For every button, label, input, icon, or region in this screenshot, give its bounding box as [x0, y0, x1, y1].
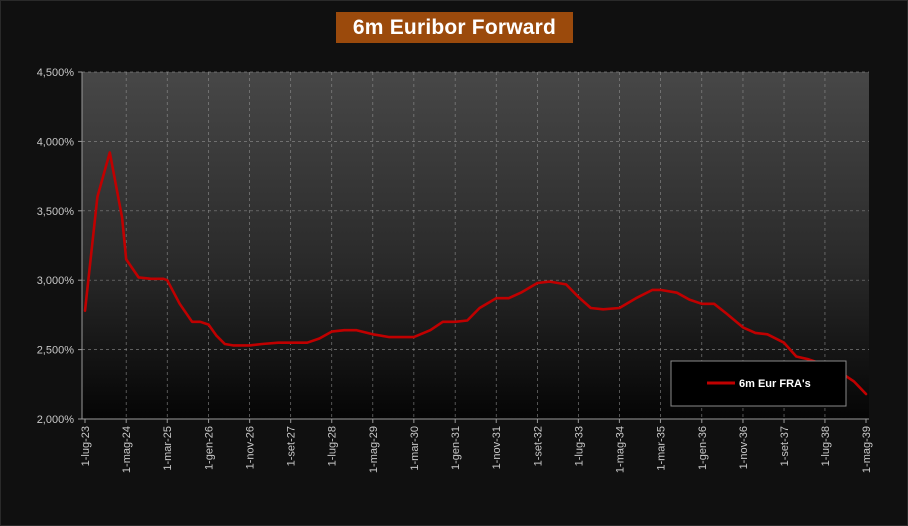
x-tick-label: 1-mag-34	[614, 426, 626, 473]
x-tick-label: 1-lug-23	[80, 426, 92, 466]
chart-title: 6m Euribor Forward	[336, 12, 573, 43]
y-gridlines	[82, 71, 869, 350]
x-tick-label: 1-set-27	[286, 426, 298, 466]
x-tick-label: 1-gen-31	[450, 426, 462, 470]
x-tick-label: 1-mag-24	[121, 426, 133, 473]
legend-label: 6m Eur FRA's	[739, 378, 811, 390]
x-tick-label: 1-nov-36	[738, 426, 750, 469]
x-tick-label: 1-lug-38	[820, 426, 832, 466]
series-layer	[83, 151, 868, 396]
x-tick-label: 1-lug-28	[327, 426, 339, 466]
legend: 6m Eur FRA's	[670, 360, 847, 407]
y-tick-label: 4,500%	[37, 67, 75, 79]
x-tick-label: 1-gen-26	[204, 426, 216, 470]
y-tick-label: 2,000%	[37, 414, 75, 426]
x-tick-label: 1-set-32	[532, 426, 544, 466]
y-tick-label: 3,500%	[37, 206, 75, 218]
x-tick-label: 1-lug-33	[573, 426, 585, 466]
x-tick-label: 1-mar-30	[409, 426, 421, 471]
x-tick-labels: 1-lug-23 1-mag-24 1-mar-25 1-gen-26 1-nov-26…	[80, 419, 873, 473]
y-tick-label: 4,000%	[37, 136, 75, 148]
x-tick-label: 1-gen-36	[697, 426, 709, 470]
legend-box	[670, 360, 847, 407]
x-tick-label: 1-mag-39	[861, 426, 873, 473]
x-tick-label: 1-mar-25	[162, 426, 174, 471]
y-tick-label: 3,000%	[37, 275, 75, 287]
x-tick-label: 1-mag-29	[368, 426, 380, 473]
y-tick-labels: 2,000% 2,500% 3,000% 3,500% 4,000% 4,500%	[37, 67, 82, 426]
x-tick-label: 1-nov-31	[491, 426, 503, 469]
y-tick-label: 2,500%	[37, 345, 75, 357]
x-tick-label: 1-mar-35	[655, 426, 667, 471]
x-tick-label: 1-nov-26	[245, 426, 257, 469]
series-line-6m-eur-fras	[83, 151, 868, 396]
x-tick-label: 1-set-37	[779, 426, 791, 466]
